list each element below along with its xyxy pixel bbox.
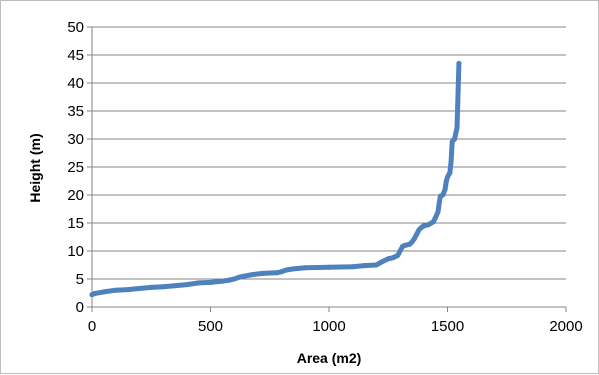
data-point bbox=[302, 265, 308, 271]
y-tick-label: 50 bbox=[67, 19, 84, 36]
data-point bbox=[250, 272, 256, 277]
data-point bbox=[390, 255, 396, 261]
data-point bbox=[283, 267, 289, 273]
data-point bbox=[227, 277, 232, 283]
data-point bbox=[454, 125, 460, 131]
data-point bbox=[445, 174, 450, 180]
y-tick-label: 30 bbox=[67, 131, 84, 148]
series bbox=[89, 60, 462, 298]
data-point bbox=[196, 280, 202, 286]
data-point bbox=[455, 86, 461, 92]
data-point bbox=[326, 264, 332, 270]
data-point bbox=[160, 284, 166, 290]
y-tick-label: 25 bbox=[67, 159, 84, 176]
y-tick-label: 10 bbox=[67, 243, 84, 260]
data-point bbox=[430, 219, 436, 225]
data-point bbox=[208, 279, 213, 285]
y-tick-label: 20 bbox=[67, 187, 84, 204]
data-point bbox=[414, 231, 420, 237]
data-point bbox=[350, 264, 356, 270]
data-point bbox=[456, 60, 462, 66]
data-point bbox=[290, 266, 296, 272]
y-tick-label: 15 bbox=[67, 215, 84, 232]
data-point bbox=[113, 287, 119, 293]
axes bbox=[87, 26, 567, 312]
data-point bbox=[385, 256, 391, 262]
x-tick-label: 2000 bbox=[549, 318, 582, 335]
data-point bbox=[447, 170, 453, 176]
y-tick-labels: 0 5 10 15 20 25 30 35 40 45 50 bbox=[67, 19, 84, 316]
data-point bbox=[91, 291, 97, 297]
data-point bbox=[442, 186, 448, 192]
data-point bbox=[378, 259, 384, 265]
x-tick-label: 1000 bbox=[312, 318, 345, 335]
data-point bbox=[260, 270, 266, 276]
data-point bbox=[402, 242, 408, 248]
data-point bbox=[136, 286, 142, 291]
data-point bbox=[435, 209, 441, 215]
data-point bbox=[440, 192, 446, 198]
x-axis-title: Area (m2) bbox=[297, 350, 362, 366]
data-point bbox=[236, 274, 242, 280]
data-point bbox=[279, 269, 285, 275]
data-point bbox=[373, 262, 379, 268]
data-point bbox=[433, 214, 439, 220]
data-point bbox=[448, 158, 454, 164]
data-point bbox=[395, 253, 401, 258]
y-tick-label: 0 bbox=[76, 299, 84, 316]
y-tick-label: 35 bbox=[67, 103, 84, 120]
data-point bbox=[443, 178, 449, 184]
data-point bbox=[411, 236, 417, 242]
y-axis-title: Height (m) bbox=[27, 133, 43, 202]
data-point bbox=[241, 273, 247, 279]
data-point bbox=[231, 276, 237, 282]
data-point bbox=[426, 222, 431, 228]
x-tick-label: 500 bbox=[198, 318, 223, 335]
y-tick-label: 45 bbox=[67, 47, 84, 64]
data-point bbox=[274, 270, 280, 276]
data-point bbox=[125, 287, 130, 293]
data-point bbox=[219, 278, 225, 284]
data-point bbox=[148, 284, 154, 290]
data-point bbox=[436, 200, 442, 206]
x-tick-labels: 0 500 1000 1500 2000 bbox=[88, 318, 583, 335]
series-line-0 bbox=[89, 60, 462, 298]
y-tick-label: 5 bbox=[76, 271, 84, 288]
data-point bbox=[397, 248, 403, 254]
data-point bbox=[453, 130, 459, 136]
y-tick-label: 40 bbox=[67, 75, 84, 92]
data-point bbox=[362, 263, 367, 269]
data-point bbox=[184, 282, 190, 288]
data-point bbox=[101, 289, 107, 295]
data-point bbox=[172, 283, 178, 289]
x-tick-label: 0 bbox=[88, 318, 96, 335]
x-tick-label: 1500 bbox=[431, 318, 464, 335]
data-point bbox=[452, 136, 458, 142]
gridlines bbox=[92, 26, 566, 280]
